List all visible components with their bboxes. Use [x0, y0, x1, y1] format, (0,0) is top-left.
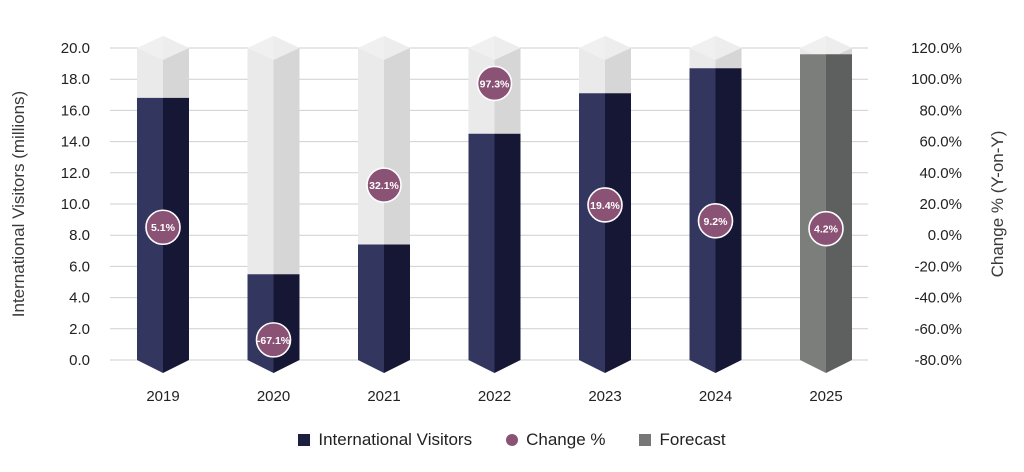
visitor-bar-left [579, 93, 605, 374]
y2-tick-label: 60.0% [919, 134, 962, 151]
visitor-bar-left [468, 133, 495, 373]
change-marker [255, 322, 292, 358]
y2-tick-label: -20.0% [914, 258, 962, 275]
legend-swatch-forecast [639, 434, 652, 446]
legend-label-visitors: International Visitors [318, 430, 473, 449]
x-tick-label: 2019 [146, 388, 179, 405]
change-label: 5.1% [151, 222, 176, 234]
change-label: 97.3% [480, 78, 510, 90]
visitor-bar-right [605, 93, 631, 374]
capacity-bar-right [384, 36, 410, 245]
visitor-bar-left [358, 244, 384, 373]
change-marker [366, 167, 402, 203]
visitor-bar-right [384, 244, 410, 373]
y2-tick-label: 80.0% [919, 102, 962, 119]
y-tick-label: 16.0 [61, 102, 90, 119]
legend-item-change: Change % [506, 430, 605, 450]
capacity-cap-top [137, 36, 189, 60]
y-tick-label: 20.0 [61, 40, 90, 57]
change-label: 9.2% [704, 216, 729, 228]
legend-label-change: Change % [526, 430, 606, 449]
change-marker [697, 203, 734, 239]
y2-tick-label: 40.0% [919, 165, 962, 182]
capacity-bar-left [358, 36, 384, 245]
visitor-bar-right [494, 133, 521, 373]
y-tick-label: 10.0 [61, 196, 90, 213]
capacity-bar-right [273, 36, 300, 275]
forecast-bar-left [800, 54, 826, 374]
change-label: 32.1% [369, 180, 399, 192]
change-label: -67.1% [257, 335, 291, 347]
y2-tick-label: -40.0% [914, 290, 962, 307]
y-axis-title: International Visitors (millions) [9, 91, 28, 317]
legend: International Visitors Change % Forecast [0, 426, 1024, 454]
y-tick-label: 4.0 [69, 290, 90, 307]
x-tick-label: 2023 [588, 388, 621, 405]
change-marker [587, 187, 623, 223]
x-tick-label: 2020 [257, 388, 290, 405]
capacity-cap-top [579, 36, 631, 60]
y2-tick-label: 20.0% [919, 196, 962, 213]
forecast-bar-right [826, 54, 852, 374]
change-marker [808, 210, 844, 247]
legend-label-forecast: Forecast [659, 430, 726, 449]
change-label: 4.2% [814, 224, 839, 236]
capacity-cap-top [800, 36, 852, 60]
y2-tick-label: -60.0% [914, 321, 962, 338]
y-tick-label: 6.0 [69, 258, 90, 275]
legend-item-visitors: International Visitors [298, 430, 472, 450]
capacity-cap-top [468, 36, 521, 60]
legend-item-forecast: Forecast [639, 430, 726, 450]
y2-tick-label: 100.0% [911, 71, 962, 88]
x-tick-label: 2021 [367, 388, 400, 405]
y2-tick-label: 0.0% [928, 227, 962, 244]
x-tick-label: 2022 [478, 388, 511, 405]
y-tick-label: 8.0 [69, 227, 90, 244]
legend-swatch-change [506, 434, 519, 446]
capacity-bar-left [247, 36, 274, 275]
y2-tick-label: -80.0% [914, 352, 962, 369]
capacity-cap-top [247, 36, 300, 60]
change-marker [476, 65, 513, 102]
legend-swatch-visitors [298, 434, 311, 446]
y2-tick-label: 120.0% [911, 40, 962, 57]
y-tick-label: 14.0 [61, 134, 90, 151]
y-tick-label: 0.0 [69, 352, 90, 369]
x-tick-label: 2024 [699, 388, 732, 405]
y-tick-label: 2.0 [69, 321, 90, 338]
y2-axis-title: Change % (Y-on-Y) [988, 131, 1007, 278]
capacity-cap-top [689, 36, 742, 60]
change-marker [145, 209, 181, 246]
change-label: 19.4% [590, 200, 620, 212]
y-tick-label: 12.0 [61, 165, 90, 182]
capacity-cap-top [358, 36, 410, 60]
x-tick-label: 2025 [809, 388, 842, 405]
y-tick-label: 18.0 [61, 71, 90, 88]
chart: 0.0 2.0 4.0 6.0 8.0 10.0 12.0 14.0 16.0 18.0 20.0 -… [9, 36, 1007, 405]
